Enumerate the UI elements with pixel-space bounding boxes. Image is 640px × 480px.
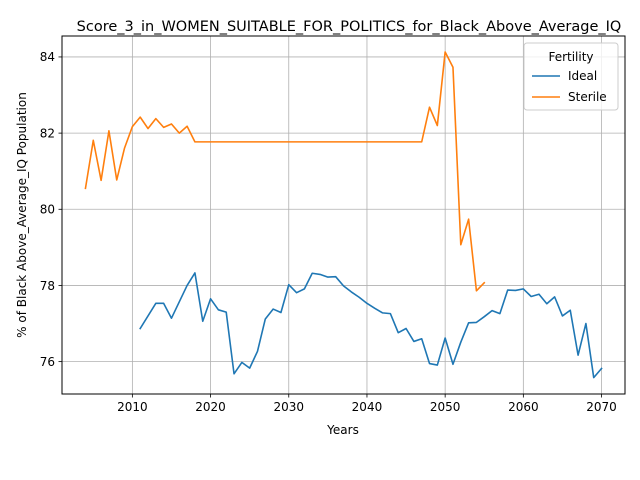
x-axis-title: Years bbox=[326, 423, 359, 437]
y-axis-title: % of Black Above_Average_IQ Population bbox=[15, 92, 29, 338]
plot-frame bbox=[61, 35, 626, 395]
legend-box bbox=[523, 42, 619, 111]
legend: Fertility Ideal Sterile bbox=[523, 42, 619, 111]
x-tick-label: 2070 bbox=[586, 400, 617, 414]
chart-title: Score_3_in_WOMEN_SUITABLE_FOR_POLITICS_f… bbox=[77, 19, 622, 35]
y-tick-label: 82 bbox=[40, 126, 55, 140]
x-tick-label: 2040 bbox=[352, 400, 383, 414]
legend-title: Fertility bbox=[548, 50, 593, 64]
series-line-sterile bbox=[84, 51, 486, 292]
legend-label-sterile: Sterile bbox=[568, 90, 607, 104]
x-tick-label: 2010 bbox=[117, 400, 148, 414]
y-tick-label: 84 bbox=[40, 50, 55, 64]
legend-label-ideal: Ideal bbox=[568, 69, 597, 83]
x-tick-label: 2020 bbox=[195, 400, 226, 414]
x-tick-label: 2030 bbox=[273, 400, 304, 414]
x-tick-label: 2060 bbox=[508, 400, 539, 414]
grid bbox=[62, 36, 625, 394]
x-axis-ticks: 2010 2020 2030 2040 2050 2060 2070 bbox=[117, 394, 617, 414]
series-line-ideal bbox=[139, 272, 603, 379]
x-tick-label: 2050 bbox=[430, 400, 461, 414]
y-tick-label: 78 bbox=[40, 279, 55, 293]
y-axis-ticks: 76 78 80 82 84 bbox=[40, 50, 62, 369]
y-tick-label: 80 bbox=[40, 203, 55, 217]
series-lines bbox=[84, 51, 603, 379]
y-tick-label: 76 bbox=[40, 355, 55, 369]
